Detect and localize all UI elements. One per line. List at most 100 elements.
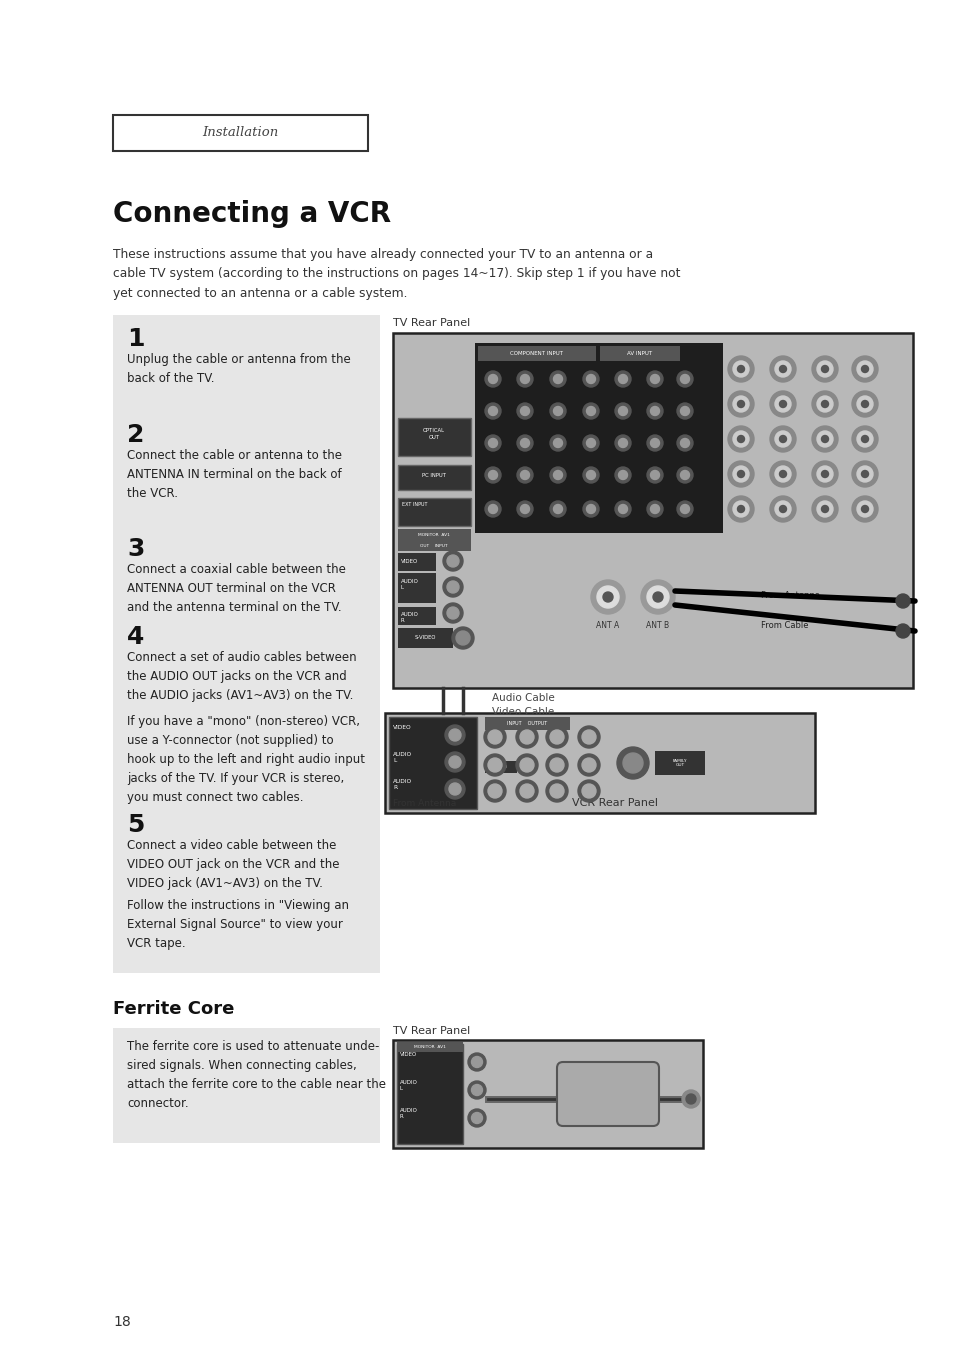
Circle shape: [811, 426, 837, 453]
Bar: [397, 628, 453, 648]
Text: Video Cable: Video Cable: [492, 707, 554, 717]
Circle shape: [597, 586, 618, 608]
Circle shape: [581, 758, 596, 771]
Circle shape: [821, 366, 827, 373]
Text: 1: 1: [127, 327, 144, 351]
Bar: [112, 315, 379, 973]
Circle shape: [484, 372, 500, 386]
Circle shape: [615, 501, 630, 517]
Circle shape: [679, 374, 689, 384]
Circle shape: [622, 753, 642, 773]
Circle shape: [851, 461, 877, 486]
Bar: [397, 499, 471, 526]
Circle shape: [517, 435, 533, 451]
Circle shape: [471, 1056, 482, 1067]
Text: Audio Cable: Audio Cable: [491, 693, 554, 703]
Text: S-VIDEO: S-VIDEO: [414, 635, 436, 640]
Text: PC INPUT: PC INPUT: [421, 473, 446, 478]
Circle shape: [727, 461, 753, 486]
Circle shape: [519, 784, 534, 798]
Circle shape: [444, 780, 464, 798]
Circle shape: [516, 725, 537, 748]
Circle shape: [646, 435, 662, 451]
Circle shape: [520, 439, 529, 447]
Text: From Antenna: From Antenna: [760, 590, 820, 600]
Circle shape: [856, 361, 872, 377]
Bar: [599, 346, 679, 361]
Circle shape: [444, 725, 464, 744]
Text: Unplug the cable or antenna from the
back of the TV.: Unplug the cable or antenna from the bac…: [127, 353, 351, 385]
Circle shape: [779, 470, 785, 477]
Circle shape: [646, 586, 668, 608]
Circle shape: [488, 730, 501, 744]
Circle shape: [578, 754, 599, 775]
Circle shape: [618, 439, 627, 447]
Circle shape: [727, 390, 753, 417]
Text: MONITOR  AV1: MONITOR AV1: [414, 1046, 445, 1048]
Text: OUT    INPUT: OUT INPUT: [420, 544, 447, 549]
Circle shape: [483, 780, 505, 802]
Circle shape: [737, 435, 743, 443]
Circle shape: [449, 784, 460, 794]
Circle shape: [681, 1090, 700, 1108]
Circle shape: [646, 467, 662, 484]
Circle shape: [727, 357, 753, 382]
Text: Connect a video cable between the
VIDEO OUT jack on the VCR and the
VIDEO jack (: Connect a video cable between the VIDEO …: [127, 839, 339, 890]
Circle shape: [861, 470, 867, 477]
Circle shape: [732, 396, 748, 412]
Text: COMPONENT INPUT: COMPONENT INPUT: [510, 351, 563, 357]
Circle shape: [737, 366, 743, 373]
Circle shape: [677, 403, 692, 419]
Text: From Antenna: From Antenna: [393, 798, 456, 808]
Circle shape: [677, 435, 692, 451]
Circle shape: [769, 461, 795, 486]
Circle shape: [582, 403, 598, 419]
Bar: [393, 332, 912, 688]
Circle shape: [650, 407, 659, 416]
Circle shape: [519, 758, 534, 771]
Bar: [397, 540, 471, 551]
Circle shape: [545, 754, 567, 775]
Circle shape: [677, 372, 692, 386]
Circle shape: [646, 403, 662, 419]
Circle shape: [615, 372, 630, 386]
Circle shape: [520, 504, 529, 513]
Circle shape: [851, 496, 877, 521]
Circle shape: [732, 466, 748, 482]
Circle shape: [650, 439, 659, 447]
Circle shape: [468, 1109, 485, 1127]
Text: Ferrite Core: Ferrite Core: [112, 1000, 234, 1019]
Circle shape: [727, 426, 753, 453]
Circle shape: [821, 470, 827, 477]
Circle shape: [586, 374, 595, 384]
Bar: [396, 1044, 462, 1144]
Circle shape: [550, 403, 565, 419]
Text: Connecting a VCR: Connecting a VCR: [112, 200, 391, 228]
Circle shape: [581, 730, 596, 744]
Text: These instructions assume that you have already connected your TV to an antenna : These instructions assume that you have …: [112, 249, 679, 300]
Circle shape: [615, 403, 630, 419]
Circle shape: [553, 439, 562, 447]
Circle shape: [685, 1094, 696, 1104]
Circle shape: [679, 504, 689, 513]
Circle shape: [769, 390, 795, 417]
Circle shape: [650, 470, 659, 480]
Circle shape: [550, 372, 565, 386]
Circle shape: [816, 361, 832, 377]
Circle shape: [586, 439, 595, 447]
Text: INPUT    OUTPUT: INPUT OUTPUT: [506, 721, 547, 725]
Text: AUDIO
L: AUDIO L: [400, 580, 418, 590]
Circle shape: [582, 467, 598, 484]
Circle shape: [895, 624, 909, 638]
Circle shape: [811, 496, 837, 521]
Circle shape: [553, 504, 562, 513]
Circle shape: [517, 372, 533, 386]
Circle shape: [484, 467, 500, 484]
Text: ANT B: ANT B: [646, 621, 669, 630]
Circle shape: [520, 407, 529, 416]
Text: 5: 5: [127, 813, 144, 838]
Circle shape: [650, 374, 659, 384]
Text: TV Rear Panel: TV Rear Panel: [393, 1025, 470, 1036]
Circle shape: [516, 754, 537, 775]
Circle shape: [578, 725, 599, 748]
